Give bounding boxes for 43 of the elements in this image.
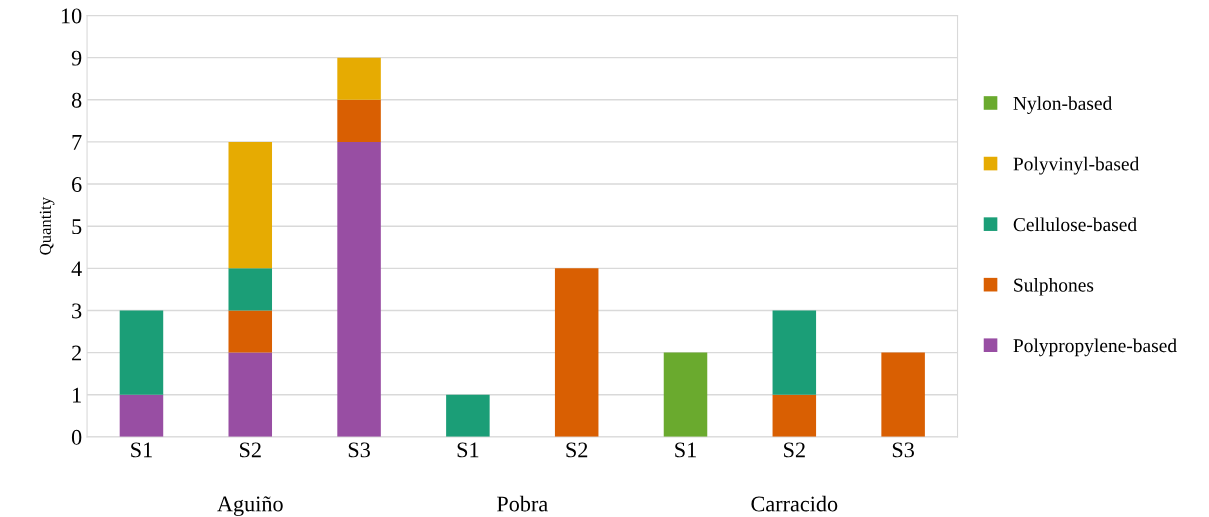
x-tick-label: S1 bbox=[131, 442, 152, 458]
x-tick-label: S3 bbox=[892, 442, 914, 458]
legend-label: Cellulose-based bbox=[1013, 217, 1137, 232]
bar bbox=[228, 268, 273, 311]
y-tick-label: 4 bbox=[71, 261, 82, 277]
x-tick-label: S2 bbox=[566, 442, 588, 458]
y-tick-label: 8 bbox=[71, 92, 82, 108]
bar bbox=[881, 352, 925, 437]
bar bbox=[772, 394, 817, 437]
bar bbox=[228, 141, 273, 269]
y-tick-label: 0 bbox=[71, 429, 82, 445]
legend-label: Sulphones bbox=[1014, 277, 1094, 296]
bar bbox=[337, 141, 381, 437]
x-tick-label: S1 bbox=[457, 442, 479, 458]
bar bbox=[446, 394, 490, 437]
x-tick-label: S2 bbox=[240, 442, 261, 458]
text: Aguiño bbox=[217, 496, 283, 517]
y-tick-label: 1 bbox=[73, 387, 81, 403]
y-tick-label: 3 bbox=[72, 303, 82, 319]
x-tick-label: S3 bbox=[348, 442, 370, 458]
y-tick-label: 7 bbox=[72, 135, 82, 150]
x-tick-label: S2 bbox=[784, 442, 805, 458]
bar bbox=[772, 310, 817, 395]
legend-label: Polypropylene-based bbox=[1013, 338, 1177, 357]
legend-label: Nylon-based bbox=[1013, 96, 1113, 114]
y-tick-label: 5 bbox=[72, 219, 82, 235]
y-tick-label: 10 bbox=[61, 8, 82, 24]
legend-label: Polyvinyl-based bbox=[1013, 156, 1140, 175]
bar bbox=[663, 352, 708, 437]
y-tick-label: 2 bbox=[72, 345, 81, 361]
y-axis-title: Quantity bbox=[39, 197, 55, 255]
x-tick-label: S1 bbox=[675, 442, 696, 458]
bar bbox=[228, 352, 273, 437]
text: Carracido bbox=[751, 495, 838, 512]
text: Pobra bbox=[497, 495, 548, 512]
y-tick-label: 9 bbox=[71, 50, 82, 66]
bar bbox=[119, 310, 164, 395]
bar bbox=[554, 268, 599, 437]
bar bbox=[337, 57, 381, 100]
bar bbox=[119, 394, 164, 437]
y-tick-label: 6 bbox=[72, 177, 82, 192]
bar bbox=[228, 310, 273, 353]
bar bbox=[337, 99, 381, 142]
